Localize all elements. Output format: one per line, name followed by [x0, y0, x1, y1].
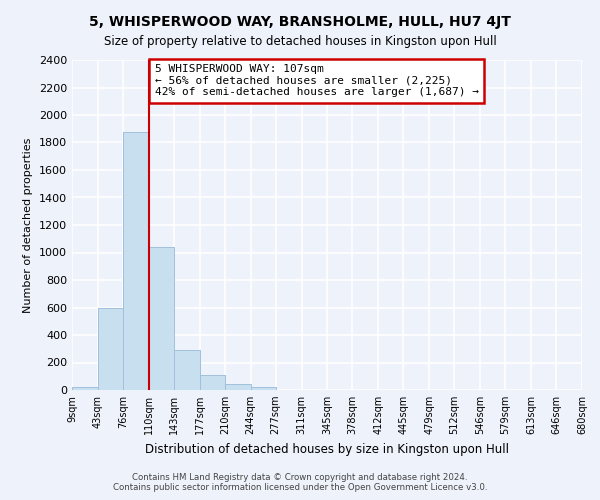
- Text: 5 WHISPERWOOD WAY: 107sqm
← 56% of detached houses are smaller (2,225)
42% of se: 5 WHISPERWOOD WAY: 107sqm ← 56% of detac…: [155, 64, 479, 98]
- Y-axis label: Number of detached properties: Number of detached properties: [23, 138, 34, 312]
- Bar: [174, 350, 200, 390]
- Bar: [251, 387, 275, 390]
- X-axis label: Distribution of detached houses by size in Kingston upon Hull: Distribution of detached houses by size …: [145, 442, 509, 456]
- Bar: [149, 247, 174, 390]
- Text: 5, WHISPERWOOD WAY, BRANSHOLME, HULL, HU7 4JT: 5, WHISPERWOOD WAY, BRANSHOLME, HULL, HU…: [89, 15, 511, 29]
- Text: Contains HM Land Registry data © Crown copyright and database right 2024.
Contai: Contains HM Land Registry data © Crown c…: [113, 473, 487, 492]
- Bar: [200, 375, 225, 390]
- Bar: [72, 386, 98, 390]
- Bar: [98, 308, 123, 390]
- Bar: [123, 132, 149, 390]
- Bar: [225, 384, 251, 390]
- Text: Size of property relative to detached houses in Kingston upon Hull: Size of property relative to detached ho…: [104, 35, 496, 48]
